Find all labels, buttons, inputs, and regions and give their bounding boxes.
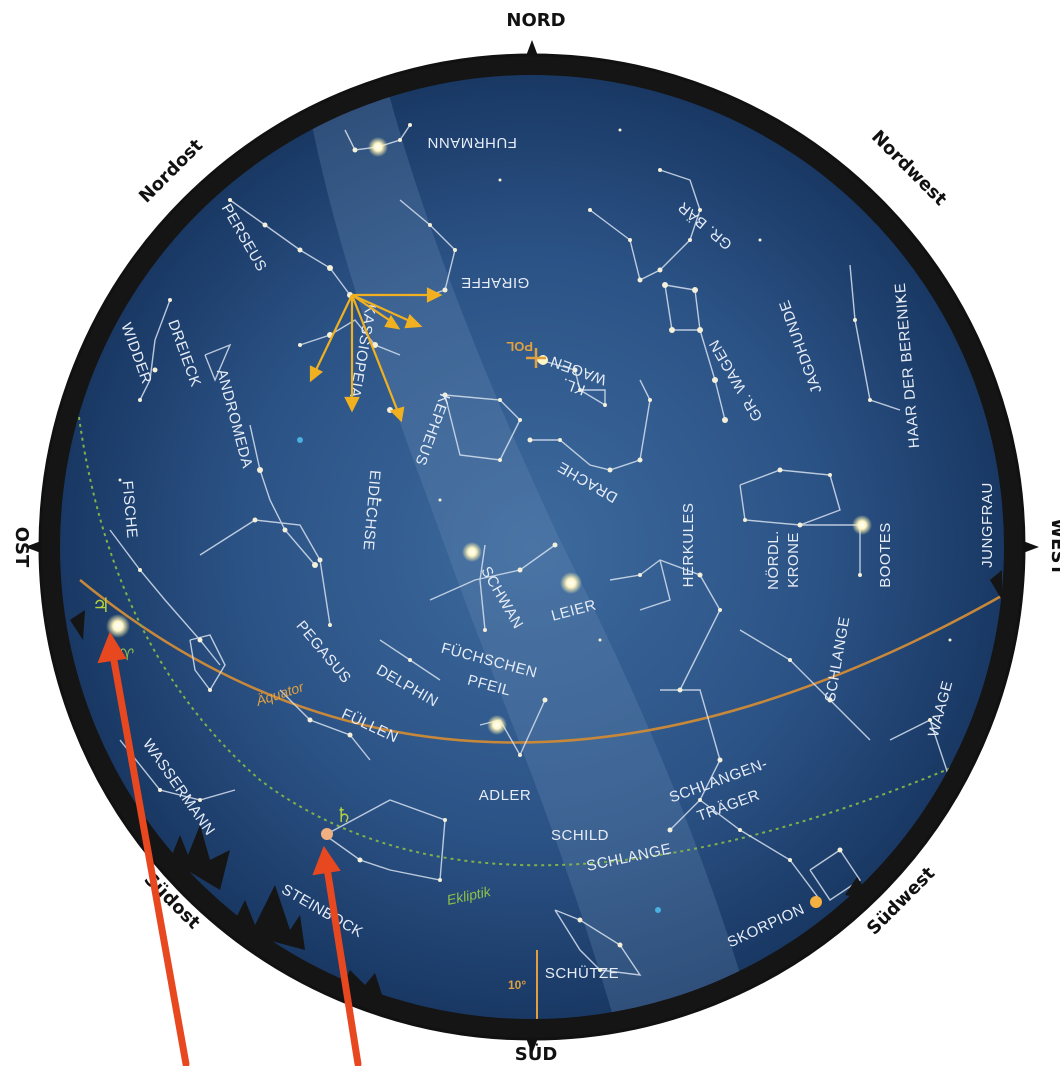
pole-marker [526,348,546,368]
label-adler: ADLER [479,787,532,804]
sky-disk [40,55,1024,1039]
bright-stars [106,137,872,735]
kassiopeia-arrows [309,287,443,423]
label-fuhrmann: FUHRMANN [427,134,517,151]
antares-star [810,896,822,908]
compass-north: NORD [506,10,565,31]
ecliptic-line [77,409,971,867]
red-arrows [97,631,362,1066]
label-schuetze: SCHÜTZE [545,964,619,982]
celestial-equator [79,579,1013,744]
compass-east: OST [11,527,32,568]
stars [118,123,952,972]
constellation-lines [109,124,951,976]
jupiter-symbol: ♃ [92,593,110,617]
label-fische: FISCHE [118,480,140,539]
blue-object-1 [297,437,303,443]
blue-object-2 [655,907,661,913]
compass-south: SÜD [515,1043,558,1065]
milky-way [300,60,760,1039]
label-krone: KRONE [785,532,802,588]
label-bootes: BOOTES [877,522,894,588]
label-schild: SCHILD [551,827,609,844]
label-noerdl: NÖRDL. [764,530,782,590]
pole-label: POL [506,339,533,354]
label-jungfrau: JUNGFRAU [979,482,996,568]
saturn-symbol: ♄ [335,803,353,827]
compass-ticks [25,40,1039,1054]
scale-label: 10° [508,978,526,992]
label-eidechse: EIDECHSE [359,469,383,551]
saturn-planet [321,828,333,840]
aries-point-symbol: ♈ [120,645,134,664]
compass-west: WEST [1047,518,1060,576]
label-giraffe: GIRAFFE [461,274,530,291]
label-herkules: HERKULES [680,503,697,588]
